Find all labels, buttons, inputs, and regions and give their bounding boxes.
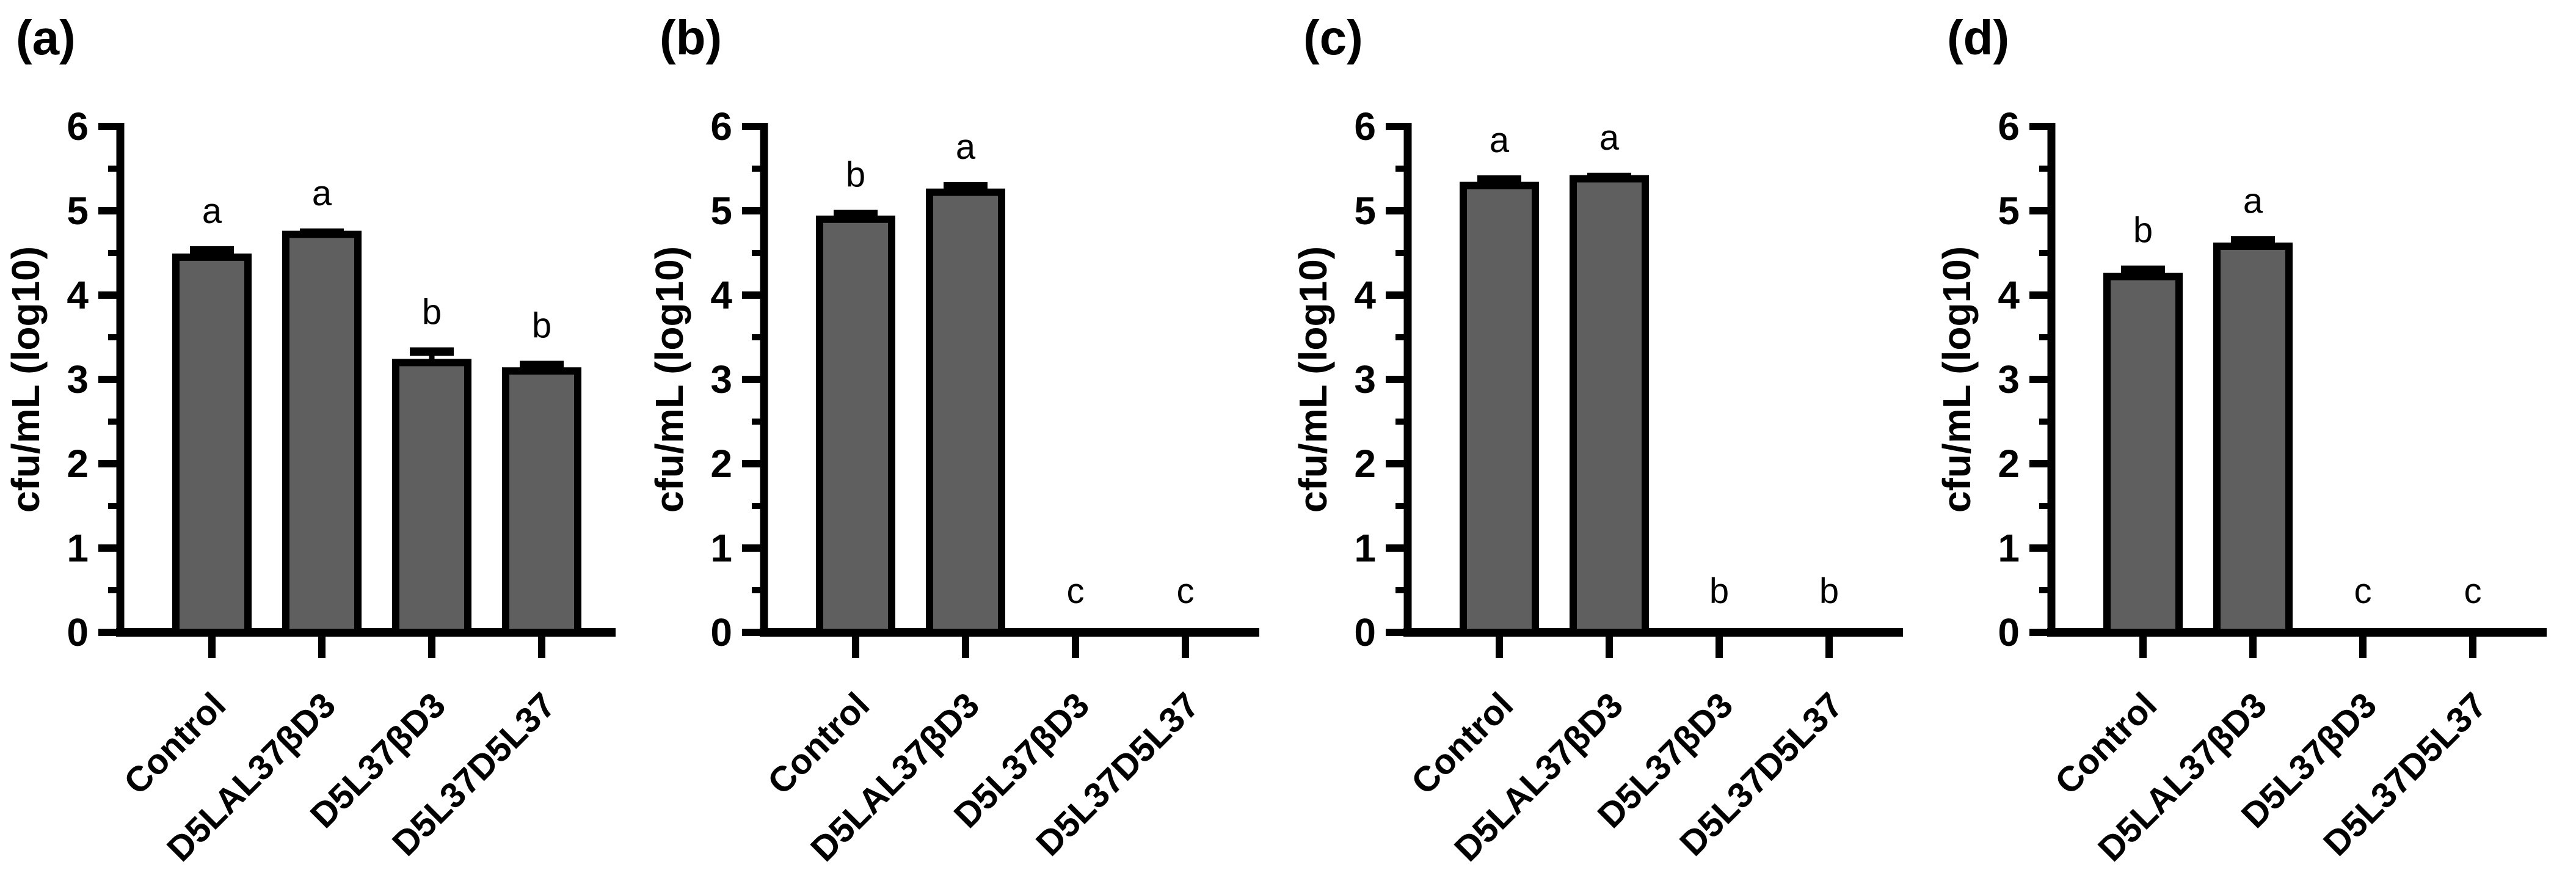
y-tick-label: 6 bbox=[1354, 104, 1376, 148]
y-axis-title: cfu/mL (log10) bbox=[4, 246, 48, 513]
bar bbox=[926, 188, 1005, 636]
bar bbox=[392, 359, 471, 637]
y-tick-label: 0 bbox=[1354, 610, 1376, 654]
y-tick-label: 1 bbox=[710, 526, 732, 570]
bar bbox=[1570, 175, 1649, 636]
y-tick-label: 6 bbox=[1998, 104, 2020, 148]
chart-svg: 0123456ControlD5LAL37βD3D5L37βD3D5L37D5L… bbox=[647, 104, 1259, 869]
y-tick-label: 1 bbox=[67, 526, 89, 570]
y-tick-label: 5 bbox=[1998, 189, 2020, 233]
sig-letter: a bbox=[202, 191, 222, 231]
bar-chart-a: 0 1 2 3 4 5 6 Control D5LAL37βD3 D5L37βD3 D5L37D5L… bbox=[0, 0, 644, 878]
y-tick-label: 5 bbox=[710, 189, 732, 233]
sig-letter: b bbox=[846, 155, 865, 195]
y-tick-label: 6 bbox=[67, 104, 89, 148]
sig-letter: a bbox=[312, 174, 332, 213]
y-axis-title-group: cfu/mL (log10) bbox=[647, 246, 691, 513]
y-tick-label: 1 bbox=[1354, 526, 1376, 570]
sig-letter: b bbox=[2133, 211, 2153, 251]
sig-letter: c bbox=[1177, 571, 1195, 611]
panel-a-label: (a) bbox=[16, 10, 76, 65]
y-axis-title: cfu/mL (log10) bbox=[1935, 246, 1979, 513]
sig-letter: a bbox=[2243, 181, 2263, 221]
y-tick-label: 4 bbox=[710, 273, 732, 317]
panel-b: 0 1 2 3 4 5 6 Control D5LAL37βD3 D5L37βD3 D5L37D5L… bbox=[644, 0, 1287, 878]
chart-svg: 0123456ControlD5LAL37βD3D5L37βD3D5L37D5L… bbox=[1935, 104, 2547, 869]
y-axis-title: cfu/mL (log10) bbox=[647, 246, 691, 513]
sig-letter: c bbox=[2464, 571, 2482, 611]
y-tick-label: 2 bbox=[67, 442, 89, 486]
y-axis-title-group: cfu/mL (log10) bbox=[4, 246, 48, 513]
panel-b-label: (b) bbox=[660, 10, 722, 65]
y-tick-label: 2 bbox=[1354, 442, 1376, 486]
bar-chart-c: 0 1 2 3 4 5 6 Control D5LAL37βD3 D5L37βD3 D5L37D5L… bbox=[1287, 0, 1931, 878]
y-tick-label: 2 bbox=[710, 442, 732, 486]
y-tick-label: 5 bbox=[67, 189, 89, 233]
y-axis-title-group: cfu/mL (log10) bbox=[1935, 246, 1979, 513]
panel-d-label: (d) bbox=[1947, 10, 2010, 65]
panel-a: 0 1 2 3 4 5 6 Control D5LAL37βD3 D5L37βD3 D5L37D5L… bbox=[0, 0, 644, 878]
bar bbox=[172, 253, 252, 636]
y-tick-label: 0 bbox=[1998, 610, 2020, 654]
y-tick-label: 0 bbox=[710, 610, 732, 654]
y-tick-label: 6 bbox=[710, 104, 732, 148]
panel-c: 0 1 2 3 4 5 6 Control D5LAL37βD3 D5L37βD3 D5L37D5L… bbox=[1287, 0, 1931, 878]
bar bbox=[1460, 181, 1539, 637]
y-tick-label: 3 bbox=[67, 357, 89, 401]
sig-letter: b bbox=[422, 292, 442, 332]
y-tick-label: 2 bbox=[1998, 442, 2020, 486]
y-tick-label: 3 bbox=[710, 357, 732, 401]
y-tick-label: 4 bbox=[1354, 273, 1376, 317]
panel-d: 0 1 2 3 4 5 6 Control D5LAL37βD3 D5L37βD3 D5L37D5L… bbox=[1931, 0, 2575, 878]
bar bbox=[2103, 273, 2183, 636]
chart-svg: 0123456ControlD5LAL37βD3D5L37βD3D5L37D5L… bbox=[1291, 104, 1903, 869]
y-tick-label: 4 bbox=[1998, 273, 2020, 317]
sig-letter: c bbox=[2354, 571, 2372, 611]
sig-letter: a bbox=[1490, 120, 1510, 160]
chart-svg: 0123456ControlD5LAL37βD3D5L37βD3D5L37D5L… bbox=[4, 104, 616, 869]
y-tick-label: 0 bbox=[67, 610, 89, 654]
y-tick-label: 4 bbox=[67, 273, 89, 317]
sig-letter: b bbox=[1819, 571, 1839, 611]
panel-c-label: (c) bbox=[1303, 10, 1363, 65]
y-axis-title: cfu/mL (log10) bbox=[1291, 246, 1335, 513]
bar-chart-b: 0 1 2 3 4 5 6 Control D5LAL37βD3 D5L37βD3 D5L37D5L… bbox=[644, 0, 1287, 878]
y-axis-title-group: cfu/mL (log10) bbox=[1291, 246, 1335, 513]
y-tick-label: 5 bbox=[1354, 189, 1376, 233]
bar bbox=[816, 215, 895, 636]
y-tick-label: 1 bbox=[1998, 526, 2020, 570]
sig-letter: b bbox=[532, 306, 551, 346]
y-tick-label: 3 bbox=[1998, 357, 2020, 401]
sig-letter: a bbox=[1599, 118, 1620, 158]
bar-chart-d: 0 1 2 3 4 5 6 Control D5LAL37βD3 D5L37βD3 D5L37D5L… bbox=[1931, 0, 2575, 878]
bar bbox=[282, 230, 362, 636]
bar bbox=[502, 367, 581, 636]
y-tick-label: 3 bbox=[1354, 357, 1376, 401]
sig-letter: c bbox=[1067, 571, 1085, 611]
sig-letter: b bbox=[1709, 571, 1729, 611]
bar bbox=[2213, 242, 2293, 636]
sig-letter: a bbox=[956, 127, 976, 167]
